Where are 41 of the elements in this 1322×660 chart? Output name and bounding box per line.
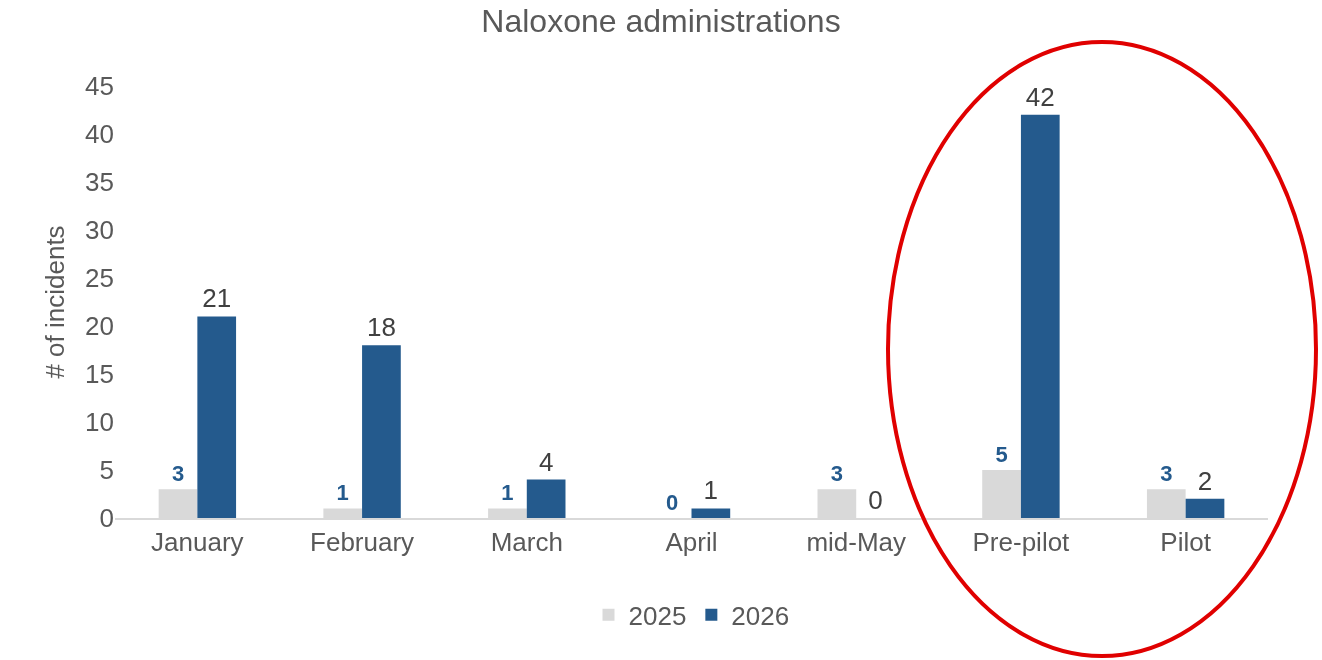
legend-label: 2025 xyxy=(628,600,687,631)
y-tick-label: 15 xyxy=(85,359,114,390)
y-tick-label: 30 xyxy=(85,215,114,246)
data-label: 3 xyxy=(1160,461,1173,487)
data-label: 18 xyxy=(366,312,396,343)
data-label: 1 xyxy=(703,475,719,506)
y-tick-label: 0 xyxy=(99,503,114,534)
data-label: 21 xyxy=(202,283,232,314)
y-tick-label: 45 xyxy=(85,71,114,102)
bar xyxy=(1185,498,1225,518)
data-label: 1 xyxy=(501,480,514,506)
y-tick-label: 35 xyxy=(85,167,114,198)
data-label: 3 xyxy=(830,461,843,487)
x-tick-label: mid-May xyxy=(806,527,907,558)
bar xyxy=(691,508,731,518)
bar xyxy=(1020,114,1060,518)
data-label: 0 xyxy=(666,490,679,515)
x-tick-label: January xyxy=(151,527,244,558)
data-label: 5 xyxy=(995,442,1008,467)
data-label: 2 xyxy=(1197,465,1213,496)
y-axis-title: # of incidents xyxy=(40,225,71,379)
data-label: 4 xyxy=(538,446,554,477)
y-tick-label: 5 xyxy=(99,455,114,486)
x-tick-label: March xyxy=(490,527,563,558)
data-label: 1 xyxy=(336,480,349,506)
legend-label: 2026 xyxy=(731,600,790,631)
y-tick-label: 40 xyxy=(85,119,114,150)
bar xyxy=(362,345,401,518)
data-label: 3 xyxy=(171,461,185,487)
y-tick-label: 10 xyxy=(85,407,114,438)
y-tick-label: 25 xyxy=(85,263,114,294)
x-tick-label: February xyxy=(310,527,415,558)
data-label: 0 xyxy=(868,485,883,515)
chart-title: Naloxone administrations xyxy=(481,3,841,40)
x-tick-label: April xyxy=(665,527,718,558)
x-tick-label: Pilot xyxy=(1160,527,1212,558)
data-label: 42 xyxy=(1025,81,1055,112)
x-tick-label: Pre-pilot xyxy=(972,527,1071,558)
bar xyxy=(526,479,566,518)
y-tick-label: 20 xyxy=(85,311,114,342)
bar xyxy=(197,316,237,518)
